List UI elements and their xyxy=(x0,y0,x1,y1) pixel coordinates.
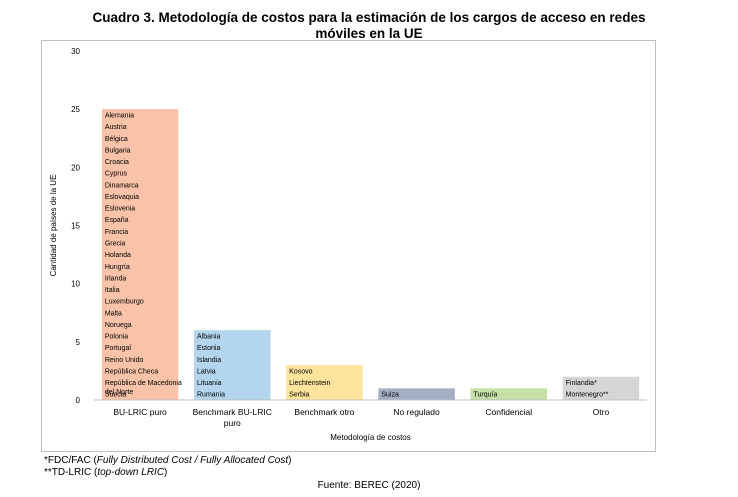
bars xyxy=(101,109,640,401)
footnote-fdc-suffix: ) xyxy=(288,455,292,466)
footnote-fdc-prefix: *FDC/FAC ( xyxy=(44,455,97,466)
bar-country-label: Austria xyxy=(105,124,127,131)
bar-country-label: Bélgica xyxy=(105,136,128,143)
y-tick-label: 25 xyxy=(71,105,80,114)
source-note: Fuente: BEREC (2020) xyxy=(317,480,421,491)
y-tick-label: 10 xyxy=(71,280,80,289)
x-category-label: Otro xyxy=(593,407,610,417)
bar-country-label: Italia xyxy=(105,287,120,294)
bar-4 xyxy=(378,388,455,400)
x-category-label: No regulado xyxy=(393,407,440,417)
bar-country-label: Bulgaria xyxy=(105,147,131,154)
bar-country-label: Albania xyxy=(197,334,220,341)
bar-country-label: Grecia xyxy=(105,241,126,248)
bar-country-label: Rumania xyxy=(197,392,225,399)
bar-country-label: Suiza xyxy=(381,392,399,399)
bar-country-label: Luxemburgo xyxy=(105,299,144,306)
bar-country-label: Turquía xyxy=(474,392,498,399)
bar-country-label: Portugal xyxy=(105,345,132,352)
chart-title-line2: móviles en la UE xyxy=(315,26,423,41)
footnote-fdc: *FDC/FAC (Fully Distributed Cost / Fully… xyxy=(44,455,292,467)
bar-country-label: Eslovaquia xyxy=(105,194,139,201)
bar-country-label: España xyxy=(105,217,129,224)
bar-country-label: Eslovenia xyxy=(105,206,135,213)
chart-title: Cuadro 3. Metodología de costos para la … xyxy=(0,10,738,42)
bar-country-label: Dinamarca xyxy=(105,182,139,189)
x-category-label: puro xyxy=(224,418,241,428)
bar-country-label: Noruega xyxy=(105,322,132,329)
bar-3 xyxy=(286,365,363,400)
x-category-label: Confidencial xyxy=(485,407,532,417)
bar-country-label: Kosovo xyxy=(289,368,312,375)
x-category-label: Benchmark BU-LRIC xyxy=(193,407,272,417)
bar-country-label: Irlanda xyxy=(105,275,127,282)
y-tick-label: 20 xyxy=(71,163,80,172)
bar-country-label: Croacia xyxy=(105,159,129,166)
bar-5 xyxy=(470,388,547,400)
bar-country-label: del Norte xyxy=(105,389,134,396)
bar-country-label: Estonia xyxy=(197,345,220,352)
bar-chart: 0 5 10 15 20 25 30 Alemania Austria Bélgica Bulga… xyxy=(49,47,647,442)
bar-country-label: Francia xyxy=(105,229,128,236)
bar-country-label: Alemania xyxy=(105,113,134,120)
footnote-fdc-italic: Fully Distributed Cost / Fully Allocated… xyxy=(96,455,289,466)
chart-title-line1: Cuadro 3. Metodología de costos para la … xyxy=(92,10,646,25)
bar-country-label: Islandia xyxy=(197,357,221,364)
bar-country-label: Suecia xyxy=(105,392,127,399)
bar-6 xyxy=(562,376,640,400)
x-category-label: BU-LRIC puro xyxy=(113,407,167,417)
bar-country-label: Liechtenstein xyxy=(289,380,330,387)
bar-country-label: Serbia xyxy=(289,392,309,399)
bar-country-label: Polonia xyxy=(105,334,128,341)
bar-labels: Alemania Austria Bélgica Bulgaria Croacia Cyp… xyxy=(105,113,609,399)
bar-1 xyxy=(101,109,179,401)
x-category-label: Benchmark otro xyxy=(294,407,354,417)
y-tick-label: 15 xyxy=(71,222,80,231)
bar-2 xyxy=(194,330,271,400)
bar-country-label: República de Macedonia xyxy=(105,380,182,387)
bar-country-label: Finlandia* xyxy=(566,380,597,387)
footnote-tdlric: **TD-LRIC (top-down LRIC) xyxy=(44,467,167,479)
bar-country-label: Malta xyxy=(105,310,122,317)
bar-country-label: Montenegro** xyxy=(566,392,609,399)
y-axis-title: Cantidad de países de la UE xyxy=(49,175,58,277)
bar-country-label: Hungría xyxy=(105,264,130,271)
y-tick-label: 0 xyxy=(76,396,81,405)
x-axis-title: Metodología de costos xyxy=(330,433,411,442)
y-axis-ticks: 0 5 10 15 20 25 30 xyxy=(71,47,80,405)
y-tick-label: 30 xyxy=(71,47,80,56)
chart-area: 0 5 10 15 20 25 30 Alemania Austria Bélgica Bulga… xyxy=(41,40,656,452)
bar-country-label: Holanda xyxy=(105,252,131,259)
bar-country-label: Latvia xyxy=(197,368,216,375)
bar-country-label: Lituania xyxy=(197,380,222,387)
bar-country-label: Reino Unido xyxy=(105,357,144,364)
y-tick-label: 5 xyxy=(76,338,81,347)
bar-country-label: Cyprus xyxy=(105,171,128,178)
footnote-tdlric-suffix: ) xyxy=(164,467,168,478)
footnote-tdlric-italic: top-down LRIC xyxy=(97,467,165,478)
bar-country-label: República Checa xyxy=(105,368,158,375)
footnote-tdlric-prefix: **TD-LRIC ( xyxy=(44,467,98,478)
